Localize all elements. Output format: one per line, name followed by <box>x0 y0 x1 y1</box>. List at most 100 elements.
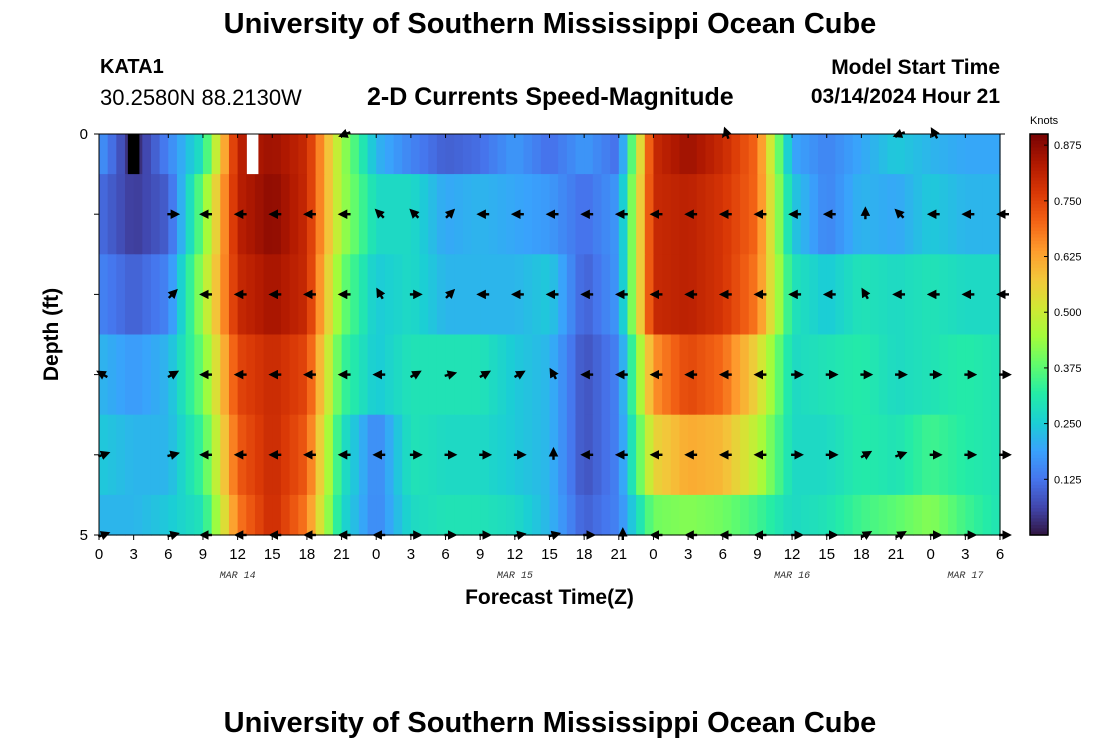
colorbar-segment <box>1030 240 1048 245</box>
colorbar-segment <box>1030 174 1048 179</box>
heatmap-cell <box>332 414 343 496</box>
heatmap-cell <box>497 134 507 175</box>
heatmap-cell <box>644 254 655 336</box>
heatmap-cell <box>436 494 447 536</box>
colorbar-segment <box>1030 337 1048 342</box>
chart-subtitle: 2-D Currents Speed-Magnitude <box>367 83 734 111</box>
date-label: MAR 15 <box>497 571 533 582</box>
colorbar-segment <box>1030 140 1048 145</box>
heatmap-cell <box>280 134 291 175</box>
x-tick-label: 6 <box>164 546 172 563</box>
heatmap-cell <box>627 174 637 255</box>
current-vector-arrow <box>861 287 871 300</box>
heatmap-cell <box>367 414 377 496</box>
heatmap-cell <box>610 494 620 536</box>
heatmap-cell <box>350 174 360 255</box>
colorbar-segment <box>1030 461 1048 466</box>
heatmap-cell <box>211 334 221 416</box>
heatmap-cell <box>324 174 334 255</box>
heatmap-cell <box>150 414 161 496</box>
heatmap-cell <box>211 414 221 496</box>
heatmap-cell <box>965 494 975 536</box>
heatmap-cell <box>913 134 923 175</box>
heatmap-cell <box>540 254 551 336</box>
x-tick-label: 0 <box>927 546 935 563</box>
heatmap-cell <box>982 174 992 255</box>
heatmap-cell <box>636 414 646 496</box>
colorbar-segment <box>1030 428 1048 433</box>
heatmap-cell <box>896 134 906 175</box>
colorbar-segment <box>1030 404 1048 409</box>
heatmap-cell <box>844 254 854 336</box>
heatmap-cell <box>818 254 828 336</box>
heatmap-cell <box>662 134 672 175</box>
heatmap-cell <box>878 414 888 496</box>
heatmap-cell <box>748 174 759 255</box>
model-start-value: 03/14/2024 Hour 21 <box>810 85 1000 108</box>
heatmap-cell <box>809 134 819 175</box>
heatmap-cell <box>540 174 551 255</box>
heatmap-cell <box>124 494 135 536</box>
colorbar-segment <box>1030 484 1048 489</box>
heatmap-cell <box>913 414 923 496</box>
colorbar-segment <box>1030 287 1048 292</box>
heatmap-cell <box>107 174 117 255</box>
heatmap-cell <box>523 174 533 255</box>
heatmap-cell <box>428 254 438 336</box>
heatmap-cell <box>696 254 707 336</box>
colorbar-segment <box>1030 494 1048 499</box>
colorbar-segment <box>1030 504 1048 509</box>
heatmap-cell <box>870 494 880 536</box>
heatmap-cell <box>315 494 325 536</box>
heatmap-cell <box>419 334 429 416</box>
heatmap-cell <box>870 254 880 336</box>
colorbar-segment <box>1030 304 1048 309</box>
heatmap-cell <box>150 254 161 336</box>
heatmap-cell <box>263 254 273 336</box>
heatmap-cell <box>783 494 793 536</box>
heatmap-cell <box>358 494 369 536</box>
heatmap-cell <box>220 174 230 255</box>
heatmap-cell <box>835 334 845 416</box>
heatmap-cell <box>506 254 516 336</box>
heatmap-cell <box>202 134 213 175</box>
heatmap-cell <box>549 494 559 536</box>
colorbar-frame <box>1029 133 1049 536</box>
heatmap-cell <box>610 414 620 496</box>
y-tick-label: 5 <box>80 527 88 544</box>
heatmap-cell <box>298 254 308 336</box>
heatmap-cell <box>939 134 949 175</box>
heatmap-cell <box>462 494 473 536</box>
heatmap-cell <box>107 494 117 536</box>
heatmap-cell <box>679 494 689 536</box>
heatmap-cell <box>332 134 343 175</box>
heatmap-cell <box>974 494 984 536</box>
heatmap-cell <box>878 334 888 416</box>
heatmap-cell <box>298 414 308 496</box>
heatmap-cell <box>627 334 637 416</box>
current-vector-arrow <box>444 208 456 219</box>
colorbar-segment <box>1030 528 1048 533</box>
colorbar-segment <box>1030 347 1048 352</box>
colorbar-segment <box>1030 150 1048 155</box>
colorbar-segment <box>1030 354 1048 359</box>
heatmap-cell <box>748 334 759 416</box>
heatmap-cell <box>254 254 265 336</box>
current-vector-arrow <box>167 288 178 300</box>
heatmap-cell <box>852 254 862 336</box>
heatmap-cell <box>705 254 715 336</box>
heatmap-cell <box>714 334 724 416</box>
heatmap-cell <box>358 334 369 416</box>
heatmap-cell <box>523 334 533 416</box>
heatmap-cell <box>159 174 169 255</box>
colorbar-segment <box>1030 474 1048 479</box>
heatmap-cell <box>965 134 975 175</box>
heatmap-cell <box>575 494 585 536</box>
x-tick-label: 6 <box>719 546 727 563</box>
colorbar-segment <box>1030 364 1048 369</box>
heatmap-cell <box>185 174 195 255</box>
heatmap-cell <box>930 134 940 175</box>
heatmap-cell <box>670 414 681 496</box>
heatmap-cell <box>263 494 273 536</box>
